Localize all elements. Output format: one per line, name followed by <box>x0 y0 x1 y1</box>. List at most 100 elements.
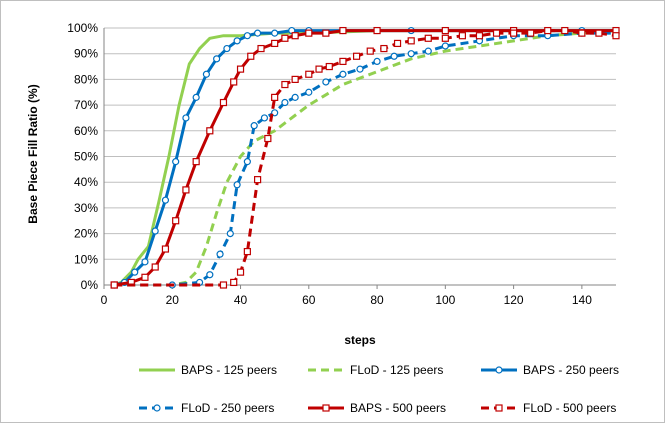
data-point <box>393 39 402 48</box>
data-point <box>475 32 484 40</box>
data-point <box>192 93 200 101</box>
legend-label: FLoD - 250 peers <box>181 401 274 415</box>
data-point <box>510 29 518 37</box>
y-tick-label: 30% <box>74 201 98 215</box>
data-point <box>110 281 118 289</box>
series-line <box>114 31 616 287</box>
data-point <box>339 57 347 66</box>
data-point <box>223 44 231 53</box>
data-point <box>339 26 347 35</box>
data-point <box>271 29 279 37</box>
data-point <box>131 268 139 276</box>
data-point <box>254 29 262 37</box>
data-point <box>366 47 374 55</box>
data-point <box>260 114 269 122</box>
data-point <box>226 230 234 238</box>
data-point <box>380 44 388 53</box>
data-point <box>141 273 149 281</box>
x-axis-title: steps <box>344 333 376 347</box>
data-point <box>424 47 432 55</box>
data-point <box>230 78 238 86</box>
data-point <box>322 29 330 37</box>
data-point <box>233 181 241 189</box>
data-point <box>172 158 180 166</box>
data-point <box>219 98 228 107</box>
x-tick-label: 60 <box>302 293 316 307</box>
data-point <box>213 55 221 63</box>
series-layer <box>110 26 620 289</box>
data-point <box>219 281 228 289</box>
data-point <box>182 186 190 194</box>
x-tick-label: 100 <box>435 293 455 307</box>
data-point <box>325 62 333 71</box>
data-point <box>141 258 149 266</box>
legend-label: BAPS - 500 peers <box>350 401 446 415</box>
data-point <box>441 42 449 50</box>
data-point <box>492 29 501 37</box>
legend: BAPS - 125 peers FLoD - 125 peers BAPS - 2… <box>139 363 619 415</box>
data-point <box>264 134 272 143</box>
data-point <box>243 32 251 40</box>
y-tick-label: 70% <box>74 98 98 112</box>
data-point <box>407 37 415 45</box>
data-point <box>192 158 200 166</box>
data-point <box>161 245 170 253</box>
data-point <box>407 50 415 58</box>
data-point <box>151 227 159 235</box>
data-point <box>373 26 381 35</box>
y-tick-label: 80% <box>74 72 98 86</box>
y-tick-label: 0% <box>81 278 99 292</box>
data-point <box>441 34 449 42</box>
data-point <box>243 247 251 256</box>
data-point <box>544 26 552 35</box>
legend-label: BAPS - 250 peers <box>523 363 619 377</box>
x-tick-label: 0 <box>101 293 108 307</box>
legend-marker <box>495 404 503 412</box>
y-tick-label: 20% <box>74 227 98 241</box>
data-point <box>257 44 265 53</box>
legend-marker <box>495 366 503 374</box>
series-5 <box>110 26 620 289</box>
y-tick-label: 100% <box>67 21 98 35</box>
data-point <box>356 65 364 73</box>
data-point <box>202 70 210 78</box>
legend-item: FLoD - 250 peers <box>139 401 274 415</box>
y-tick-label: 40% <box>74 175 98 189</box>
data-point <box>291 93 299 101</box>
data-point <box>578 29 586 37</box>
data-point <box>271 39 279 48</box>
data-point <box>236 268 245 276</box>
y-tick-label: 90% <box>74 47 98 61</box>
data-point <box>458 32 466 40</box>
data-point <box>291 32 299 40</box>
legend-label: FLoD - 125 peers <box>350 363 443 377</box>
data-point <box>247 52 255 60</box>
data-point <box>281 80 289 89</box>
legend-label: FLoD - 500 peers <box>523 401 616 415</box>
data-point <box>271 93 279 101</box>
data-point <box>182 114 190 122</box>
legend-marker <box>153 404 161 412</box>
legend-label: BAPS - 125 peers <box>181 363 277 377</box>
data-point <box>373 57 381 66</box>
data-point <box>527 29 535 37</box>
data-point <box>424 34 432 42</box>
data-point <box>305 88 313 96</box>
x-tick-label: 20 <box>166 293 180 307</box>
data-point <box>254 176 262 184</box>
legend-item: BAPS - 125 peers <box>139 363 277 377</box>
series-line <box>113 29 616 287</box>
data-point <box>250 122 258 130</box>
data-point <box>305 29 313 37</box>
data-point <box>352 52 361 60</box>
data-point <box>281 98 289 107</box>
data-point <box>390 52 398 60</box>
legend-item: FLoD - 500 peers <box>481 401 616 415</box>
data-point <box>441 26 449 35</box>
y-tick-label: 50% <box>74 150 98 164</box>
data-point <box>339 70 347 78</box>
data-point <box>172 217 180 225</box>
legend-marker <box>322 404 330 412</box>
data-point <box>233 37 241 45</box>
